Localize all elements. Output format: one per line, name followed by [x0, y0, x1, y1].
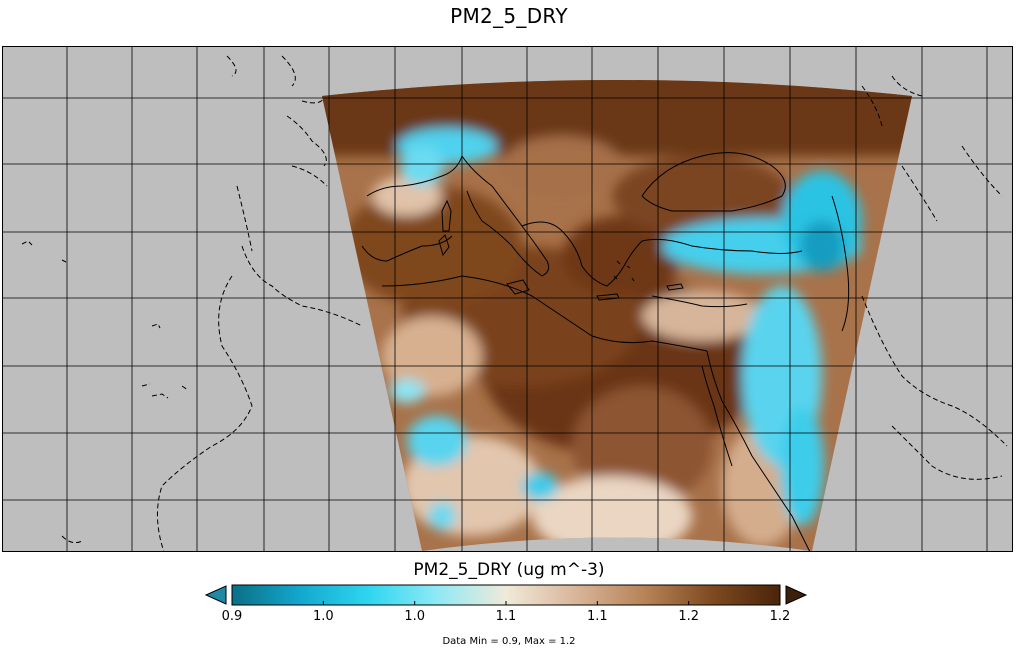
colorbar-tick-label: 1.2	[678, 609, 699, 624]
map-canvas[interactable]	[2, 46, 1013, 552]
data-range-text: Data Min = 0.9, Max = 1.2	[442, 636, 576, 647]
colorbar-tick-label: 1.1	[496, 609, 517, 624]
colorbar-label: PM2_5_DRY (ug m^-3)	[413, 560, 605, 580]
colorbar-tick-label: 0.9	[222, 609, 243, 624]
coastlines	[21, 55, 1008, 552]
colorbar-tick-label: 1.0	[404, 609, 425, 624]
coastlines-inner	[361, 152, 850, 552]
colorbar-ticks	[231, 601, 781, 605]
map-panel[interactable]	[2, 46, 1013, 552]
colorbar-tick-label: 1.1	[587, 609, 608, 624]
colorbar: 0.9 1.0 1.0 1.1 1.1 1.2 1.2	[200, 580, 820, 628]
colorbar-left-extend	[204, 585, 227, 605]
colorbar-right-extend	[785, 585, 808, 605]
map-frame-border	[2, 46, 1013, 552]
colorbar-tick-label: 1.0	[313, 609, 334, 624]
map-title: PM2_5_DRY	[450, 4, 568, 28]
graticule	[2, 46, 1013, 552]
colorbar-svg: 0.9 1.0 1.0 1.1 1.1 1.2 1.2	[204, 584, 808, 624]
colorbar-tick-label: 1.2	[770, 609, 791, 624]
colorbar-tick-labels: 0.9 1.0 1.0 1.1 1.1 1.2 1.2	[222, 609, 791, 624]
